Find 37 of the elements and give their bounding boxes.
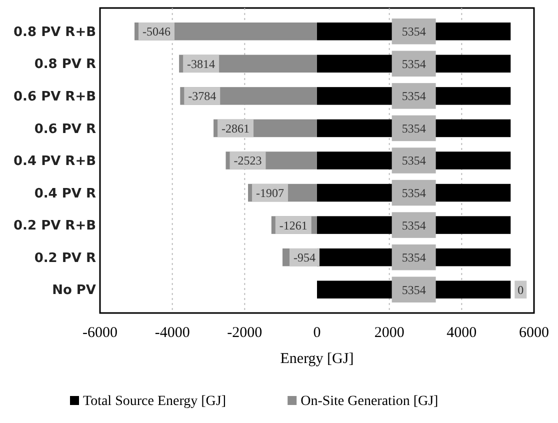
data-label: -2861 bbox=[222, 121, 250, 136]
x-tick-label: 0 bbox=[313, 325, 321, 341]
data-label: -2523 bbox=[234, 154, 262, 168]
data-label: -954 bbox=[293, 250, 316, 265]
data-label: 5354 bbox=[402, 282, 426, 297]
y-tick-label: 0.2 PV R+B bbox=[14, 218, 96, 234]
x-tick-label: 6000 bbox=[519, 325, 549, 341]
y-tick-label: 0.6 PV R+B bbox=[14, 90, 96, 104]
x-tick-label: -2000 bbox=[227, 325, 262, 341]
y-tick-label: 0.4 PV R bbox=[34, 186, 96, 202]
data-label: 5354 bbox=[402, 89, 426, 104]
data-label: 5354 bbox=[402, 250, 426, 265]
data-label: 5354 bbox=[402, 154, 426, 168]
data-label: -5046 bbox=[142, 24, 171, 39]
x-tick-label: 2000 bbox=[374, 325, 404, 341]
y-tick-label: 0.4 PV R+B bbox=[14, 154, 96, 170]
y-tick-label: 0.6 PV R bbox=[34, 122, 96, 137]
data-label: 5354 bbox=[402, 186, 426, 200]
x-tick-label: 4000 bbox=[446, 325, 477, 341]
data-label: 5354 bbox=[402, 218, 426, 232]
data-label: 0 bbox=[518, 282, 524, 297]
x-tick-label: -4000 bbox=[154, 325, 190, 341]
data-label: 5354 bbox=[402, 121, 426, 136]
data-label: -3784 bbox=[188, 89, 216, 104]
data-label: -1261 bbox=[279, 218, 308, 232]
legend-label: On-Site Generation [GJ] bbox=[300, 394, 438, 409]
legend-label: Total Source Energy [GJ] bbox=[83, 394, 226, 409]
data-label: 5354 bbox=[402, 56, 426, 71]
y-tick-label: 0.2 PV R bbox=[34, 250, 96, 266]
y-tick-label: No PV bbox=[52, 283, 96, 298]
data-label: -1907 bbox=[256, 186, 284, 200]
y-tick-label: 0.8 PV R bbox=[34, 57, 96, 72]
y-tick-label: 0.8 PV R+B bbox=[14, 24, 96, 40]
data-label: 5354 bbox=[402, 24, 426, 39]
x-axis-title: Energy [GJ] bbox=[280, 351, 354, 367]
data-label: -3814 bbox=[187, 56, 216, 71]
x-tick-label: -6000 bbox=[82, 325, 118, 341]
